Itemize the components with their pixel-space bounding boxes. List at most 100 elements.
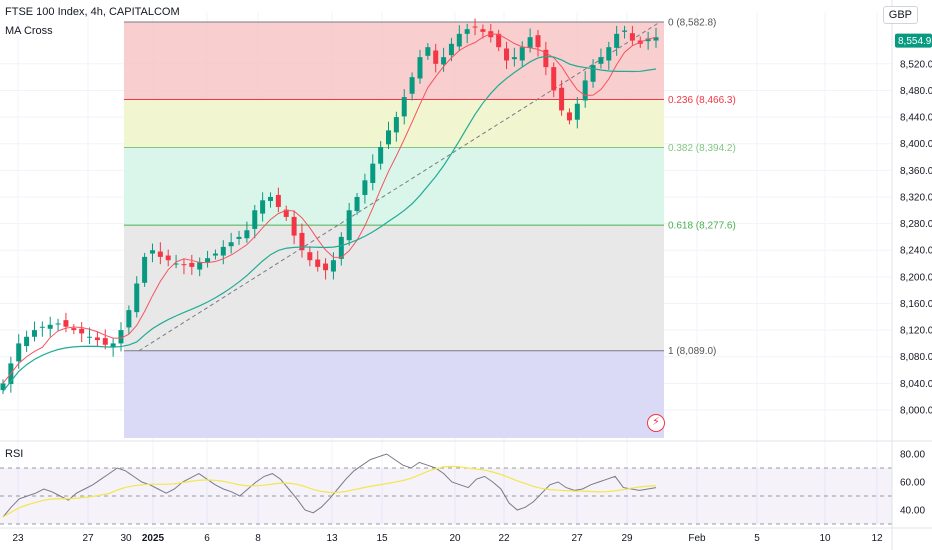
price-tick-7: 8,280.0 [900,219,932,230]
time-label-14: 10 [819,533,831,544]
candle-body-14 [110,343,116,348]
fib-label-0.618: 0.618 (8,277.6) [668,221,736,232]
candle-body-46 [362,180,368,195]
price-tick-1: 8,040.0 [900,379,932,390]
candle-body-41 [323,263,329,271]
candle-body-34 [267,196,273,201]
price-tick-4: 8,160.0 [900,299,932,310]
candle-body-24 [189,262,195,267]
candle-body-43 [338,236,344,259]
fib-zone-0.382 [124,147,664,226]
rsi-band [0,468,892,524]
candle-body-59 [464,29,470,34]
candle-body-7 [55,323,61,325]
rsi-line [2,453,657,518]
candle-body-31 [244,230,250,239]
candle-body-15 [118,330,124,344]
candle-body-4 [31,330,37,337]
fib-zone-1 [124,350,664,438]
time-label-6: 13 [326,533,338,544]
candle-body-30 [236,236,242,239]
time-label-9: 22 [498,533,510,544]
ma-slow-line [2,55,657,392]
fib-zone-0.618 [124,225,664,351]
candle-body-17 [134,283,140,313]
candle-body-42 [330,260,336,272]
candle-body-38 [299,232,305,251]
candle-body-45 [354,196,360,211]
candle-body-13 [102,338,108,345]
rsi-tick-1: 60.00 [900,478,925,489]
candle-body-12 [94,337,100,341]
time-label-13: 5 [754,533,760,544]
fib-label-0.382: 0.382 (8,394.2) [668,143,736,154]
rsi-label[interactable]: RSI [5,448,24,460]
candle-body-83 [653,37,659,41]
price-tick-11: 8,440.0 [900,113,932,124]
candle-body-35 [275,194,281,207]
price-tick-12: 8,480.0 [900,86,932,97]
candle-body-49 [386,130,392,145]
rsi-tick-0: 40.00 [900,506,925,517]
candle-body-11 [87,336,93,338]
indicator-label[interactable]: MA Cross [5,25,53,37]
candle-body-47 [370,163,376,183]
time-label-1: 27 [82,533,94,544]
candle-body-78 [614,33,620,48]
candle-body-39 [307,252,313,261]
time-label-10: 27 [571,533,583,544]
candle-body-52 [409,77,415,94]
fib-zone-0 [124,22,664,100]
flash-icon[interactable]: ⚡ [647,414,665,432]
price-tick-5: 8,200.0 [900,272,932,283]
fib-label-1: 1 (8,089.0) [668,346,716,357]
time-label-7: 15 [376,533,388,544]
price-badge [895,33,932,48]
candle-body-21 [165,255,171,261]
candle-body-32 [252,210,258,229]
candle-body-37 [291,216,297,236]
time-label-5: 8 [255,533,261,544]
candle-body-77 [606,47,612,61]
candle-body-67 [527,37,533,48]
candle-body-26 [205,258,211,263]
candle-body-75 [590,65,596,82]
candle-body-10 [79,328,85,334]
candle-body-63 [496,33,502,48]
price-tick-13: 8,520.0 [900,59,932,70]
candle-body-54 [425,47,431,56]
time-label-2: 30 [120,533,132,544]
candle-body-44 [346,210,352,241]
candle-body-79 [622,30,628,32]
time-label-11: 29 [621,533,633,544]
candle-body-3 [24,336,30,347]
price-tick-9: 8,360.0 [900,166,932,177]
price-tick-10: 8,400.0 [900,139,932,150]
time-label-0: 23 [12,533,24,544]
candle-body-60 [472,26,478,28]
candle-body-33 [260,200,266,214]
price-badge-label: 8,554.9 [898,36,932,47]
currency-button[interactable]: GBP [882,6,918,24]
rsi-tick-2: 80.00 [900,450,925,461]
candle-body-58 [456,33,462,47]
candle-body-50 [393,117,399,133]
rsi-ma-line [2,465,657,518]
candle-body-82 [645,38,651,42]
fib-label-0: 0 (8,582.8) [668,18,716,29]
time-label-12: Feb [688,533,706,544]
candle-body-65 [511,57,517,60]
candle-body-73 [574,103,580,120]
candle-body-5 [39,326,45,328]
candle-body-48 [378,147,384,164]
price-tick-0: 8,000.0 [900,406,932,417]
candle-body-28 [220,246,226,256]
candle-body-64 [504,48,510,61]
price-tick-3: 8,120.0 [900,326,932,337]
candle-body-22 [173,263,179,265]
candle-body-80 [629,33,635,41]
time-label-8: 20 [449,533,461,544]
time-label-3: 2025 [142,533,165,544]
price-tick-8: 8,320.0 [900,192,932,203]
